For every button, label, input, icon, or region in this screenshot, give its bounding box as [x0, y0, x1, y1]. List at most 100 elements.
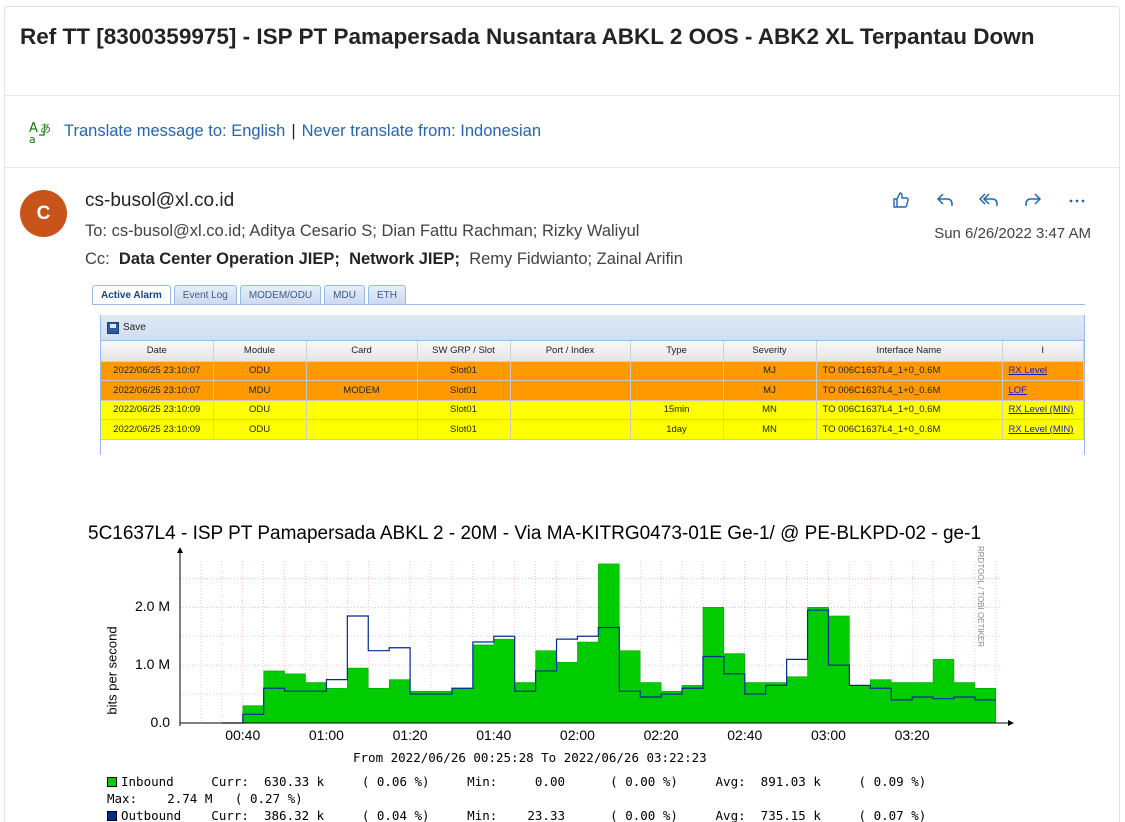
translate-link[interactable]: Translate message to: English — [64, 122, 286, 140]
inbound-stats: Inbound Curr: 630.33 k ( 0.06 %) Min: 0.… — [121, 774, 927, 789]
traffic-chart — [177, 547, 1014, 726]
alarm-cell — [306, 400, 418, 420]
divider — [5, 167, 1119, 168]
alarm-cell — [510, 380, 631, 401]
x-tick-label: 03:00 — [810, 727, 846, 743]
email-reading-pane: Ref TT [8300359975] - ISP PT Pamapersada… — [4, 6, 1120, 822]
alarm-cell: MN — [723, 400, 817, 420]
alarm-cell: Slot01 — [417, 380, 511, 401]
x-tick-label: 03:20 — [894, 727, 930, 743]
alarm-cell: TO 006C1637L4_1+0_0.6M — [816, 361, 1003, 381]
avatar[interactable]: C — [20, 190, 67, 237]
alarm-link[interactable]: RX Level (MIN) — [1008, 423, 1074, 435]
message-date: Sun 6/26/2022 3:47 AM — [934, 225, 1091, 242]
alarm-cell: Slot01 — [417, 361, 511, 381]
alarm-cell: MJ — [723, 361, 817, 381]
alarm-cell: 1day — [630, 419, 724, 440]
column-header: Type — [630, 341, 724, 362]
more-icon[interactable] — [1063, 188, 1091, 212]
alarm-cell: ODU — [213, 419, 307, 440]
alarm-tabs: Active Alarm Event Log MODEM/ODU MDU ETH — [92, 285, 1085, 305]
alarm-cell: MJ — [723, 380, 817, 401]
reply-all-icon[interactable] — [975, 188, 1003, 212]
outbound-swatch — [107, 811, 117, 821]
tab-event-log: Event Log — [173, 285, 237, 304]
alarm-cell: 2022/06/25 23:10:07 — [101, 361, 214, 381]
alarm-cell: TO 006C1637L4_1+0_0.6M — [816, 419, 1003, 440]
legend-max: Max: 2.74 M ( 0.27 %) — [107, 791, 303, 806]
column-header: Date — [101, 341, 214, 362]
alarm-cell: MODEM — [306, 380, 418, 401]
cc-recipient[interactable]: Remy Fidwianto; Zainal Arifin — [469, 250, 683, 268]
alarm-row[interactable]: 2022/06/25 23:10:09 ODU Slot01 1day MN TO 006… — [101, 419, 1084, 440]
alarm-link[interactable]: RX Level (MIN) — [1008, 404, 1074, 416]
alarm-cell: ODU — [213, 361, 307, 381]
divider — [5, 95, 1119, 96]
svg-text:A: A — [29, 121, 38, 136]
alarm-cell: TO 006C1637L4_1+0_0.6M — [816, 380, 1003, 401]
column-header: Module — [213, 341, 307, 362]
column-header: Severity — [723, 341, 817, 362]
x-tick-label: 02:00 — [559, 727, 595, 743]
cc-recipient[interactable]: Data Center Operation JIEP; — [118, 250, 340, 268]
column-header: I — [1002, 341, 1084, 362]
column-header: Interface Name — [816, 341, 1003, 362]
alarm-cell: 2022/06/25 23:10:09 — [101, 400, 214, 420]
y-axis-arrow — [177, 547, 183, 553]
alarm-cell: RX Level (MIN) — [1002, 419, 1084, 440]
y-tick-label: 2.0 M — [134, 598, 170, 615]
alarm-body: Save Date Module Card SW GRP / Slot Port — [100, 315, 1085, 455]
reply-icon[interactable] — [931, 188, 959, 212]
alarm-cell — [510, 361, 631, 381]
tab-active-alarm: Active Alarm — [92, 285, 171, 304]
alarm-table-image: Active Alarm Event Log MODEM/ODU MDU ETH… — [92, 285, 1085, 455]
cc-recipients: Cc: Data Center Operation JIEP; Network … — [85, 250, 683, 269]
x-tick-label: 01:40 — [476, 727, 512, 743]
alarm-grid: Date Module Card SW GRP / Slot Port / In… — [101, 341, 1084, 440]
save-icon — [107, 321, 119, 334]
x-tick-label: 02:40 — [727, 727, 763, 743]
alarm-cell — [630, 380, 724, 401]
alarm-cell: Slot01 — [417, 400, 511, 420]
outbound-line — [221, 609, 996, 724]
column-header: SW GRP / Slot — [417, 341, 511, 362]
column-header: Port / Index — [510, 341, 631, 362]
x-axis-arrow — [1008, 720, 1014, 726]
alarm-cell: RX Level — [1002, 361, 1084, 381]
alarm-header-row: Date Module Card SW GRP / Slot Port / In… — [101, 341, 1084, 362]
alarm-cell: MDU — [213, 380, 307, 401]
x-tick-label: 01:20 — [392, 727, 428, 743]
alarm-row[interactable]: 2022/06/25 23:10:07 MDU MODEM Slot01 MJ TO 00… — [101, 380, 1084, 401]
alarm-toolbar: Save — [101, 315, 1084, 341]
x-tick-label: 02:20 — [643, 727, 679, 743]
alarm-cell: MN — [723, 419, 817, 440]
column-header: Card — [306, 341, 418, 362]
alarm-cell: TO 006C1637L4_1+0_0.6M — [816, 400, 1003, 420]
save-label: Save — [123, 322, 146, 333]
separator: | — [291, 122, 296, 140]
alarm-cell — [306, 361, 418, 381]
alarm-cell: 15min — [630, 400, 724, 420]
inbound-area — [221, 563, 997, 724]
alarm-link[interactable]: RX Level — [1008, 365, 1048, 377]
alarm-cell — [510, 400, 631, 420]
translate-bar: A あ a Translate message to: English | Ne… — [5, 96, 1119, 167]
never-translate-link[interactable]: Never translate from: Indonesian — [301, 122, 542, 140]
alarm-cell: 2022/06/25 23:10:07 — [101, 380, 214, 401]
email-subject: Ref TT [8300359975] - ISP PT Pamapersada… — [20, 24, 1035, 49]
alarm-cell — [306, 419, 418, 440]
sender-address[interactable]: cs-busol@xl.co.id — [85, 190, 235, 211]
inbound-swatch — [107, 777, 117, 787]
like-icon[interactable] — [887, 188, 915, 212]
y-tick-label: 0.0 — [150, 714, 170, 730]
time-range: From 2022/06/26 00:25:28 To 2022/06/26 0… — [353, 750, 707, 765]
alarm-row[interactable]: 2022/06/25 23:10:09 ODU Slot01 15min MN TO 00… — [101, 400, 1084, 420]
alarm-cell — [510, 419, 631, 440]
forward-icon[interactable] — [1019, 188, 1047, 212]
cc-label: Cc: — [85, 250, 110, 268]
outbound-stats: Outbound Curr: 386.32 k ( 0.04 %) Min: 2… — [121, 808, 927, 822]
alarm-link[interactable]: LOF — [1008, 384, 1027, 396]
alarm-row[interactable]: 2022/06/25 23:10:07 ODU Slot01 MJ TO 006C163… — [101, 361, 1084, 381]
legend-outbound: Outbound Curr: 386.32 k ( 0.04 %) Min: 2… — [107, 808, 926, 822]
cc-recipient[interactable]: Network JIEP; — [349, 250, 461, 268]
